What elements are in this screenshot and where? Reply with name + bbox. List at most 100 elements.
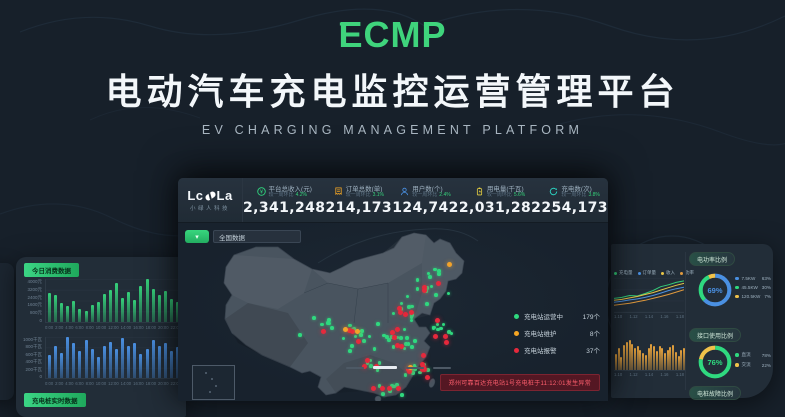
user-icon xyxy=(400,187,409,196)
axis-label: 1.12 xyxy=(629,372,638,377)
bar xyxy=(121,337,125,378)
bar xyxy=(661,348,664,370)
bar xyxy=(672,344,675,370)
station-dot xyxy=(348,323,352,328)
station-dot xyxy=(355,329,360,334)
bar xyxy=(60,352,64,378)
legend-dot-icon xyxy=(735,294,739,299)
gauge-segment xyxy=(698,273,732,307)
bar xyxy=(54,294,58,322)
gauge-legend: 7.5KW 63% 45.5KW 30% 120.5KW 7% xyxy=(735,276,771,303)
background-panel-sliver xyxy=(0,263,14,400)
axis-label: 2:00 xyxy=(55,325,64,330)
legend-item: 直流 78% xyxy=(735,352,771,358)
station-dot xyxy=(372,347,377,351)
map-filter-bar[interactable]: 全国数据 xyxy=(213,230,301,243)
bar xyxy=(133,342,137,378)
station-dot xyxy=(312,316,316,320)
station-dot xyxy=(428,275,432,279)
station-dot xyxy=(447,262,452,267)
bar xyxy=(96,356,100,378)
station-dot xyxy=(407,305,411,309)
axis-label: 2:00 xyxy=(55,381,64,386)
axis-label: 10:00 xyxy=(95,381,107,386)
axis-label: 1.12 xyxy=(629,314,638,319)
station-dot xyxy=(349,328,355,334)
axis-label: 2400元 xyxy=(27,294,42,300)
bar xyxy=(617,348,620,370)
stat-charge-count: 充电数(次) 较一周环比 3.8% 254,173 xyxy=(541,185,608,217)
bar xyxy=(634,347,637,370)
station-dot xyxy=(397,305,403,311)
legend-dot-icon xyxy=(514,330,519,336)
station-dot xyxy=(391,345,396,349)
legend-item: 收入 xyxy=(661,270,675,276)
bar xyxy=(90,348,94,378)
legend-dot-icon xyxy=(735,353,739,357)
bar xyxy=(625,342,628,370)
axis-label: 1.16 xyxy=(660,314,669,319)
bar xyxy=(680,350,683,370)
bar xyxy=(163,342,167,378)
station-dot xyxy=(380,385,386,391)
station-dot xyxy=(370,385,376,391)
page-subtitle: EV CHARGING MANAGEMENT PLATFORM xyxy=(201,123,584,137)
gauge-value: 76% xyxy=(707,357,723,367)
legend-item: 45.5KW 30% xyxy=(735,285,771,290)
axis-label: 1.14 xyxy=(644,314,654,319)
axis-label: 0:00 xyxy=(45,325,54,330)
svg-text:¥: ¥ xyxy=(260,190,263,196)
station-dot xyxy=(341,336,346,341)
axis-label: 6:00 xyxy=(75,325,84,330)
gauge-section-title: 接口使用比例 xyxy=(689,328,742,342)
logo-text: ECMP xyxy=(338,14,447,55)
station-dot xyxy=(399,301,404,306)
bar xyxy=(655,351,658,370)
stat-value: 124,742 xyxy=(392,200,459,217)
power-ratio-gauge: 69% xyxy=(697,272,733,308)
dashboard-header: Lc La 小绿人科技 ¥ 平台总收入(元) 较一周环比 4.2% 2,341,24… xyxy=(178,178,608,223)
bar xyxy=(647,348,650,370)
station-dot xyxy=(389,329,395,335)
station-dot xyxy=(298,333,302,337)
gauge-segment xyxy=(698,273,732,307)
map-filter-dropdown-button[interactable]: ▾ xyxy=(185,230,209,243)
station-dot xyxy=(409,315,414,319)
background-worldmap xyxy=(0,8,785,369)
axis-label: 4000元 xyxy=(27,279,42,284)
bar xyxy=(108,290,112,322)
station-dot xyxy=(353,334,358,339)
trend-line xyxy=(613,289,685,306)
bar xyxy=(60,303,64,322)
axis-label: 400千瓦 xyxy=(25,359,42,365)
bar xyxy=(663,353,666,370)
left-panel-header-bottom: 充电桩实时数据 xyxy=(24,393,86,407)
station-dot xyxy=(320,322,324,327)
x-axis-labels: 0:00 2:00 4:00 6:00 8:00 10:00 12:00 14:00 16:00… xyxy=(45,381,181,388)
station-dot xyxy=(425,302,429,306)
port-usage-gauge: 76% xyxy=(697,344,733,380)
station-dot xyxy=(365,361,370,365)
legend-dot-icon xyxy=(637,271,641,275)
station-dot xyxy=(424,374,430,380)
station-dot xyxy=(402,311,408,317)
station-dot xyxy=(421,353,427,359)
station-dot xyxy=(381,392,385,396)
station-dot xyxy=(368,364,373,369)
brand-wordmark: Lc La xyxy=(187,188,233,203)
station-dot xyxy=(382,333,386,338)
station-dot xyxy=(392,334,398,340)
legend-dot-icon xyxy=(735,363,739,367)
legend-item: 功率 xyxy=(680,270,694,276)
station-dot xyxy=(377,384,382,388)
station-dot xyxy=(343,327,348,332)
timeline-slider[interactable] xyxy=(346,366,451,369)
station-dot xyxy=(375,368,380,372)
axis-label: 8:00 xyxy=(85,381,94,386)
station-dot xyxy=(360,329,364,333)
bar xyxy=(139,286,143,322)
legend-item: 充电站报警 37个 xyxy=(514,345,600,355)
station-dot xyxy=(402,346,407,351)
axis-label: 3200元 xyxy=(27,286,42,292)
station-dot xyxy=(434,318,440,324)
